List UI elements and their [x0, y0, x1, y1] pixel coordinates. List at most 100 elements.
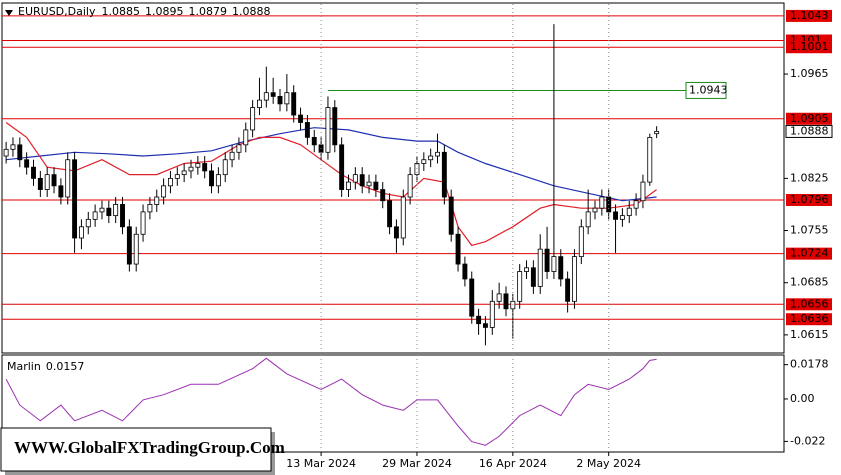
candle-body — [99, 207, 105, 213]
level-label-box — [786, 193, 832, 206]
current-price-box — [785, 124, 833, 138]
open: 1.0885 — [101, 5, 140, 18]
candle-body — [489, 300, 495, 328]
candle-body — [215, 174, 221, 187]
watermark-box — [0, 427, 272, 472]
candle-body — [37, 177, 43, 190]
candle-body — [140, 211, 146, 235]
candle-body — [530, 267, 536, 287]
candle-body — [654, 131, 660, 135]
watermark: WWW.GlobalFXTradingGroup.Com — [0, 427, 285, 475]
candle-body — [428, 155, 434, 161]
candle-body — [72, 159, 78, 239]
candle-body — [92, 211, 98, 220]
candle-body — [640, 181, 646, 202]
candle-body — [633, 200, 639, 209]
candle-body — [44, 174, 50, 190]
indicator-title: Marlin 0.0157 — [7, 360, 84, 373]
level-label: 1.0724 — [790, 247, 829, 260]
candle-body — [373, 181, 379, 190]
candle-body — [359, 174, 365, 187]
candle-body — [243, 129, 249, 146]
level-label-box — [786, 41, 832, 54]
candle-body — [154, 196, 160, 205]
candle-body — [291, 92, 297, 116]
candle-body — [229, 151, 235, 161]
level-label: 1.0796 — [790, 193, 829, 206]
candle-body — [311, 136, 317, 146]
indicator-line — [5, 357, 657, 446]
candle-body — [222, 159, 228, 176]
x-tick-label: 29 Mar 2024 — [382, 457, 452, 470]
candle-body — [284, 92, 290, 105]
close: 1.0888 — [232, 5, 271, 18]
candle-body — [277, 96, 283, 105]
candle-body — [462, 263, 468, 280]
candle-body — [236, 144, 242, 153]
candle-body — [585, 211, 591, 228]
candle-body — [65, 159, 71, 198]
y-tick-label: 1.0615 — [790, 328, 829, 341]
candle-body — [133, 233, 139, 265]
candle-body — [517, 271, 523, 302]
y-tick-label: -0.022 — [790, 434, 825, 447]
y-tick-label: 0.00 — [790, 392, 815, 405]
symbol: EURUSD,Daily — [18, 5, 96, 18]
y-tick-label: 0.0178 — [790, 358, 829, 371]
level-label: 1.0636 — [790, 312, 829, 325]
candle-body — [551, 256, 557, 272]
candle-body — [544, 248, 550, 272]
y-tick-label: 1.0685 — [790, 276, 829, 289]
candle-body — [592, 207, 598, 213]
low: 1.0879 — [188, 5, 227, 18]
candle-body — [380, 189, 386, 202]
candle-body — [181, 170, 187, 176]
candle-body — [599, 196, 605, 209]
candle-body — [455, 233, 461, 265]
level-label: 1.0905 — [790, 112, 829, 125]
level-label: 1.0656 — [790, 297, 829, 310]
candle-body — [346, 181, 351, 190]
candle-body — [469, 278, 475, 317]
candle-body — [626, 207, 632, 217]
indicator-frame — [1, 354, 785, 453]
candle-body — [161, 185, 167, 198]
candle-body — [435, 151, 440, 157]
candle-body — [558, 256, 564, 280]
level-label-box — [786, 9, 832, 22]
candle-body — [3, 148, 9, 157]
x-tick-label: 16 Apr 2024 — [479, 457, 547, 470]
candle-body — [524, 267, 529, 272]
candle-body — [647, 136, 653, 183]
current-price-label: 1.0888 — [790, 124, 829, 137]
candle-body — [339, 144, 345, 190]
candle-body — [17, 144, 23, 161]
level-label-box — [786, 313, 832, 326]
plot-layer: 1.0965 1.0825 1.0755 1.0685 1.0615 1.1043 1.10… — [2, 4, 833, 470]
candle-body — [209, 170, 214, 187]
candle-body — [147, 204, 153, 213]
candle-body — [414, 163, 420, 176]
y-tick-label: 1.0965 — [790, 67, 829, 80]
candle-body — [510, 300, 516, 310]
marked-level-label: 1.0943 — [689, 83, 728, 96]
candle-body — [167, 177, 173, 187]
candle-body — [325, 107, 331, 153]
candle-body — [257, 99, 262, 108]
menu-arrow — [5, 10, 13, 16]
x-tick-label: 2 May 2024 — [576, 457, 641, 470]
candle-body — [298, 114, 304, 123]
candle-body — [421, 159, 427, 164]
candle-body — [106, 207, 112, 217]
moving-average — [5, 122, 657, 247]
candle-body — [304, 122, 310, 138]
candle-body — [51, 174, 57, 187]
candle-body — [332, 107, 338, 146]
candle-body — [120, 204, 125, 228]
candle-body — [482, 323, 488, 328]
candle-body — [352, 174, 358, 183]
candle-body — [31, 166, 36, 179]
candle-body — [578, 226, 584, 258]
candle-body — [393, 226, 399, 239]
